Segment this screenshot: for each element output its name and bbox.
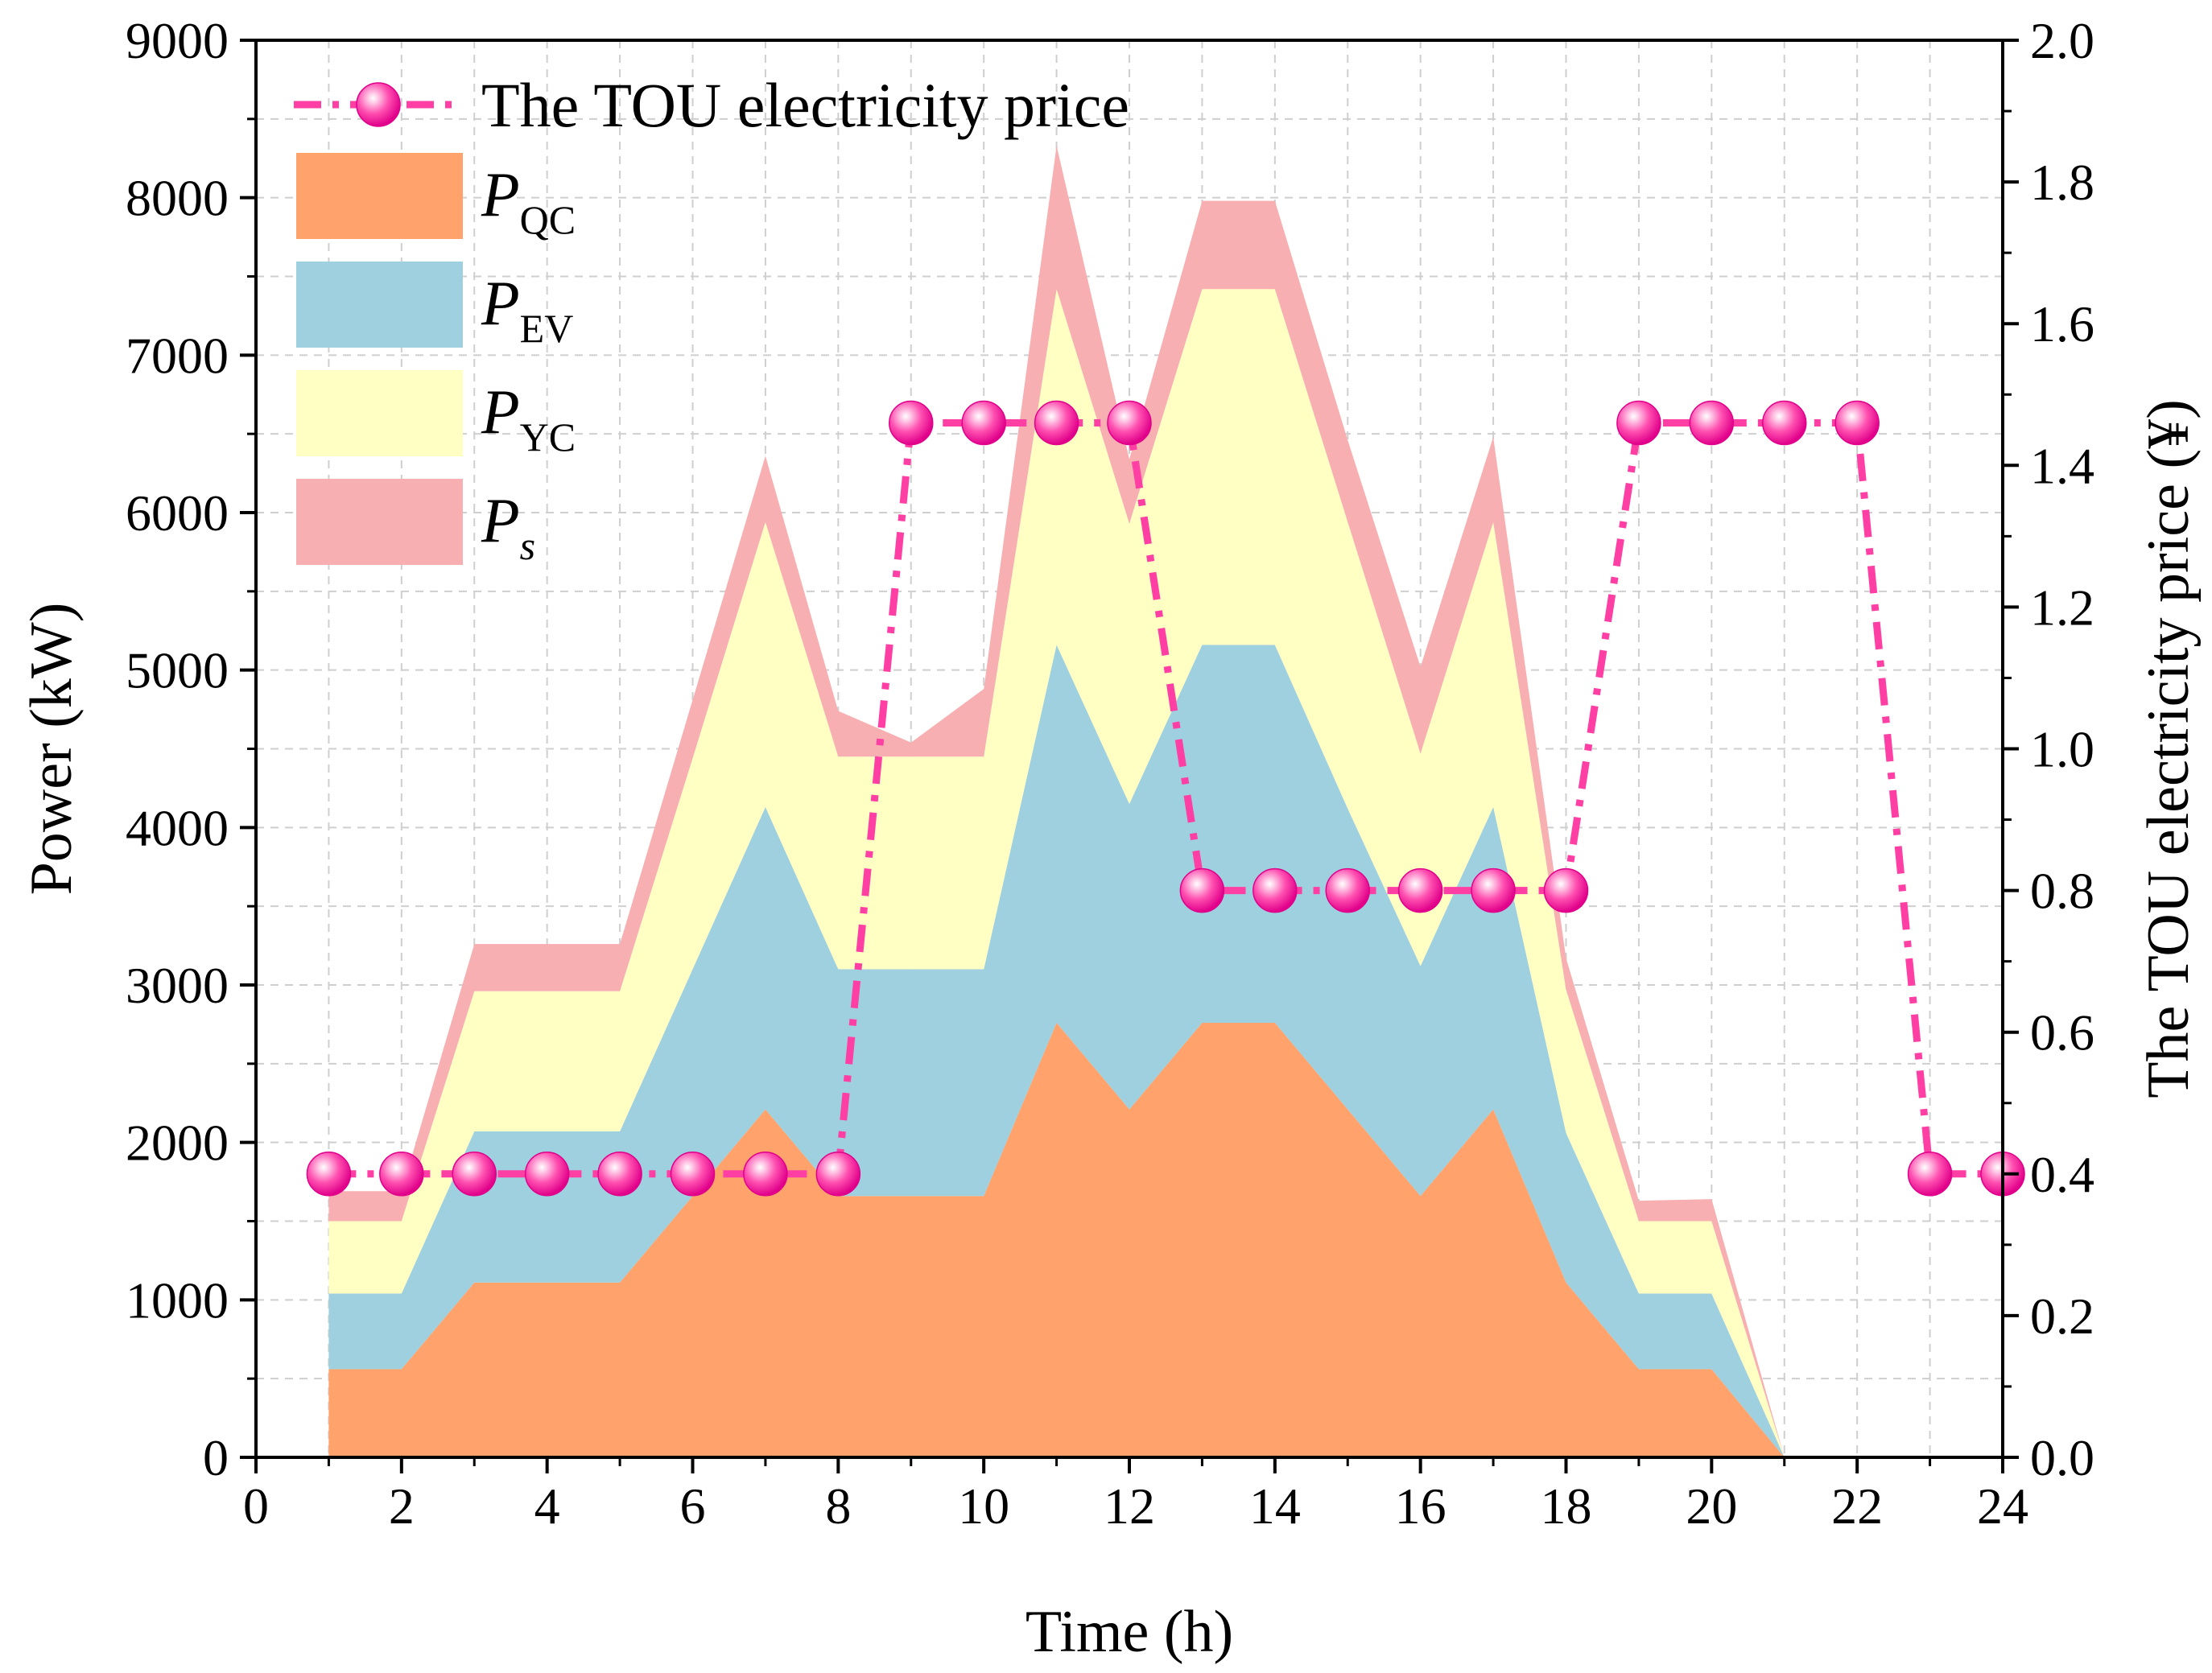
price-marker <box>1907 1152 1953 1197</box>
price-marker <box>1325 867 1370 913</box>
price-marker <box>670 1152 716 1197</box>
y-right-tick-label: 1.8 <box>2030 154 2094 211</box>
y-left-tick-label: 9000 <box>126 12 229 69</box>
x-tick-label: 20 <box>1686 1477 1737 1535</box>
y-left-tick-label: 6000 <box>126 484 229 542</box>
price-marker <box>597 1152 642 1197</box>
x-tick-label: 14 <box>1249 1477 1301 1535</box>
price-marker <box>1834 400 1880 446</box>
x-tick-label: 16 <box>1395 1477 1446 1535</box>
price-marker <box>379 1152 424 1197</box>
legend-swatch-yc <box>296 370 463 456</box>
x-tick-label: 18 <box>1541 1477 1592 1535</box>
x-tick-label: 2 <box>389 1477 415 1535</box>
x-tick-label: 24 <box>1977 1477 2028 1535</box>
price-marker <box>961 400 1006 446</box>
y-right-tick-label: 1.2 <box>2030 579 2094 636</box>
y-right-tick-label: 0.6 <box>2030 1004 2094 1061</box>
price-marker <box>452 1152 497 1197</box>
area-ev <box>328 645 1785 1457</box>
y-left-tick-label: 5000 <box>126 642 229 699</box>
legend: The TOU electricity price PQC PEV PYC Ps <box>294 70 1129 568</box>
price-marker <box>1471 867 1516 913</box>
legend-price-marker <box>356 82 401 127</box>
price-marker <box>1107 400 1152 446</box>
y-right-tick-label: 0.8 <box>2030 863 2094 920</box>
price-marker <box>815 1152 861 1197</box>
price-marker <box>1543 867 1589 913</box>
y-left-tick-label: 3000 <box>126 957 229 1014</box>
price-series <box>306 400 2025 1197</box>
x-tick-label: 22 <box>1831 1477 1883 1535</box>
x-tick-label: 0 <box>243 1477 269 1535</box>
y-right-tick-label: 0.0 <box>2030 1429 2094 1486</box>
x-axis-title: Time (h) <box>1026 1599 1233 1665</box>
legend-label-ev: PEV <box>481 268 573 351</box>
y-left-tick-label: 4000 <box>126 799 229 856</box>
axes: 0 2 4 6 8 10 12 14 16 18 20 22 240100020003000400050… <box>19 12 2202 1665</box>
x-tick-label: 6 <box>680 1477 706 1535</box>
y-left-tick-label: 2000 <box>126 1115 229 1172</box>
y-left-tick-label: 0 <box>203 1429 229 1486</box>
legend-swatch-ev <box>296 262 463 348</box>
legend-price-label: The TOU electricity price <box>481 70 1129 140</box>
x-tick-label: 8 <box>825 1477 851 1535</box>
price-marker <box>1179 867 1225 913</box>
price-marker <box>1762 400 1807 446</box>
price-marker <box>1034 400 1079 446</box>
y-right-tick-label: 0.4 <box>2030 1146 2094 1203</box>
price-marker <box>743 1152 788 1197</box>
y-right-tick-label: 1.4 <box>2030 437 2094 494</box>
legend-label-yc: PYC <box>481 377 576 459</box>
legend-swatch-s <box>296 479 463 565</box>
y-right-tick-label: 1.6 <box>2030 295 2094 352</box>
y-right-tick-label: 1.0 <box>2030 721 2094 778</box>
legend-label-s: Ps <box>481 485 535 568</box>
price-marker <box>1397 867 1443 913</box>
x-tick-label: 10 <box>958 1477 1009 1535</box>
y-right-tick-label: 2.0 <box>2030 12 2094 69</box>
area-qc <box>328 1023 1785 1457</box>
stacked-areas <box>328 146 1785 1458</box>
price-marker <box>524 1152 570 1197</box>
legend-label-qc: PQC <box>481 159 576 242</box>
y-left-tick-label: 8000 <box>126 170 229 227</box>
legend-swatch-qc <box>296 153 463 239</box>
price-marker <box>1616 400 1661 446</box>
price-marker <box>889 400 934 446</box>
x-tick-label: 12 <box>1104 1477 1155 1535</box>
y-left-tick-label: 7000 <box>126 327 229 384</box>
y-left-axis-title: Power (kW) <box>19 603 85 896</box>
x-tick-label: 4 <box>534 1477 560 1535</box>
area-yc <box>328 289 1785 1458</box>
y-left-tick-label: 1000 <box>126 1271 229 1329</box>
price-marker <box>1253 867 1298 913</box>
y-right-axis-title: The TOU electricity price (¥) <box>2136 399 2202 1098</box>
y-right-tick-label: 0.2 <box>2030 1288 2094 1345</box>
price-marker <box>1689 400 1735 446</box>
price-marker <box>306 1152 352 1197</box>
